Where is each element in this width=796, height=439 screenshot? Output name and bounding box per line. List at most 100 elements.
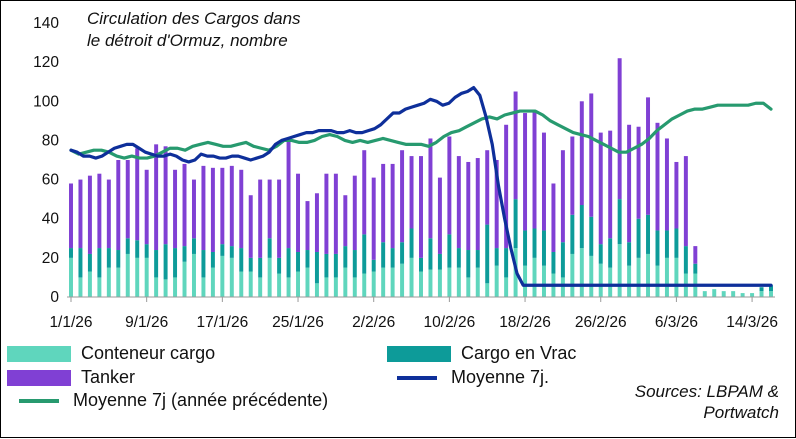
bar-conteneur: [570, 253, 575, 297]
bar-vrac: [485, 224, 490, 284]
bar-vrac: [683, 246, 688, 274]
bar-conteneur: [125, 253, 130, 297]
bar-conteneur: [447, 267, 452, 297]
bar-tanker: [239, 169, 244, 249]
bar-tanker: [627, 124, 632, 243]
bar-tanker: [267, 179, 272, 239]
bar-vrac: [314, 251, 319, 284]
chart-title-line-2: le détroit d'Ormuz, nombre: [87, 31, 288, 50]
bar-conteneur: [541, 265, 546, 297]
bar-conteneur: [362, 273, 367, 297]
bar-conteneur: [343, 267, 348, 297]
sources-line-2: Portwatch: [703, 403, 779, 422]
bar-vrac: [69, 248, 73, 258]
bar-tanker: [296, 173, 301, 252]
bar-tanker: [636, 126, 641, 219]
bar-vrac: [504, 248, 509, 278]
bar-vrac: [409, 228, 414, 258]
bar-vrac: [135, 240, 140, 258]
bar-conteneur: [163, 279, 168, 297]
lines: [69, 85, 773, 287]
bar-tanker: [362, 150, 367, 235]
bar-tanker: [135, 148, 140, 241]
bar-vrac: [419, 257, 423, 272]
bar-tanker: [371, 177, 376, 260]
bar-vrac: [324, 253, 329, 278]
legend-item-tanker: Tanker: [7, 367, 135, 388]
bar-tanker: [598, 132, 603, 245]
bar-tanker: [144, 169, 149, 245]
bar-conteneur: [617, 244, 622, 297]
bar-tanker: [97, 173, 102, 249]
bar-conteneur: [258, 277, 263, 297]
bar-vrac: [343, 246, 348, 268]
bar-tanker: [229, 165, 234, 247]
legend-swatch-vrac: [387, 345, 451, 362]
bar-conteneur: [305, 267, 310, 297]
bar-vrac: [664, 230, 669, 258]
bar-conteneur: [400, 263, 405, 297]
bar-vrac: [627, 242, 632, 266]
bar-vrac: [456, 248, 461, 268]
x-tick-label: 18/2/26: [499, 314, 551, 331]
y-tick-label: 20: [42, 250, 60, 267]
y-tick-label: 40: [42, 211, 60, 228]
bar-tanker: [589, 93, 594, 217]
x-tick-label: 9/1/26: [125, 314, 168, 331]
bar-vrac: [286, 248, 291, 278]
bar-vrac: [125, 238, 130, 254]
y-axis: 0 20 40 60 80 100 120 140: [33, 15, 59, 306]
x-tick-label: 2/2/26: [352, 314, 395, 331]
bar-conteneur: [409, 257, 414, 297]
bar-conteneur: [598, 263, 603, 297]
bar-vrac: [674, 228, 679, 258]
y-tick-label: 100: [33, 93, 59, 110]
x-tick-label: 17/1/26: [196, 314, 248, 331]
bar-conteneur: [702, 291, 707, 297]
bar-conteneur: [78, 277, 83, 297]
bar-vrac: [447, 234, 452, 268]
bar-conteneur: [532, 257, 537, 297]
bar-conteneur: [769, 291, 773, 297]
y-tick-label: 80: [42, 132, 60, 149]
bar-conteneur: [589, 255, 594, 297]
bar-conteneur: [750, 293, 755, 297]
bar-tanker: [324, 173, 329, 254]
bar-tanker: [560, 150, 565, 243]
bar-conteneur: [154, 277, 159, 297]
bar-vrac: [220, 244, 225, 256]
bar-conteneur: [390, 267, 395, 297]
bar-tanker: [655, 122, 660, 231]
bar-tanker: [248, 195, 253, 258]
bar-conteneur: [135, 257, 140, 297]
bar-tanker: [381, 163, 386, 243]
bar-conteneur: [182, 261, 187, 297]
x-tick-label: 25/1/26: [272, 314, 324, 331]
bar-vrac: [163, 244, 168, 280]
bar-vrac: [693, 263, 698, 274]
bar-tanker: [220, 167, 225, 245]
legend-item-moyenne-prec: Moyenne 7j (année précédente): [0, 390, 328, 411]
bar-conteneur: [97, 277, 102, 297]
legend-item-vrac: Cargo en Vrac: [387, 343, 576, 364]
legend-label-vrac: Cargo en Vrac: [461, 343, 577, 363]
bar-vrac: [475, 250, 480, 268]
bar-vrac: [191, 238, 196, 254]
bar-conteneur: [731, 291, 736, 297]
bar-vrac: [116, 250, 121, 268]
bar-conteneur: [286, 277, 291, 297]
bar-conteneur: [560, 277, 565, 297]
bar-conteneur: [87, 271, 92, 297]
bar-conteneur: [144, 257, 149, 297]
bar-conteneur: [655, 265, 660, 297]
bar-conteneur: [428, 269, 433, 297]
bar-tanker: [125, 160, 130, 239]
bar-conteneur: [721, 291, 726, 297]
bar-tanker: [447, 136, 452, 235]
bar-tanker: [390, 163, 395, 249]
bar-tanker: [504, 124, 509, 249]
bar-tanker: [456, 156, 461, 249]
bar-conteneur: [210, 267, 215, 297]
bar-conteneur: [627, 265, 632, 297]
